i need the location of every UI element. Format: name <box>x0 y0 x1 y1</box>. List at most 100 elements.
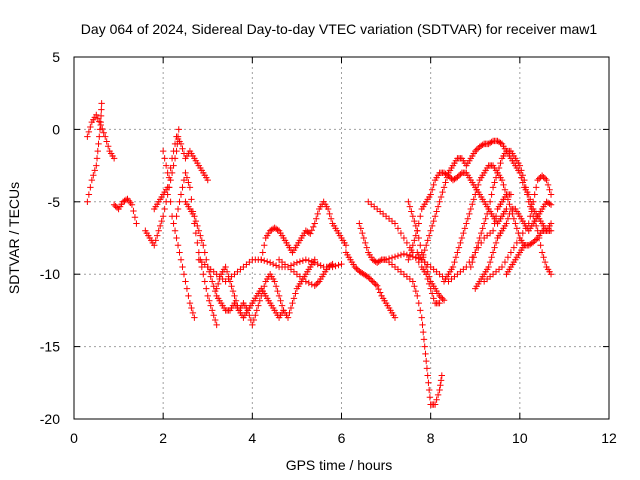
data-point-marker <box>258 292 265 300</box>
data-point-marker <box>424 237 431 244</box>
data-point-marker <box>259 287 266 295</box>
data-point-marker <box>408 246 415 254</box>
data-point-marker <box>370 279 378 287</box>
data-point-marker <box>420 328 427 336</box>
data-point-marker <box>467 263 474 271</box>
data-point-marker <box>175 126 182 133</box>
data-point-marker <box>405 198 412 205</box>
data-point-marker <box>194 222 201 230</box>
data-point-marker <box>204 176 211 184</box>
data-point-marker <box>93 155 101 162</box>
data-point-marker <box>475 181 482 189</box>
data-point-marker <box>430 181 437 189</box>
data-point-marker <box>93 111 100 119</box>
data-point-marker <box>433 208 440 215</box>
data-point-marker <box>501 258 509 266</box>
data-point-marker <box>438 372 446 379</box>
data-point-marker <box>329 260 336 268</box>
data-point-marker <box>200 242 207 249</box>
data-point-marker <box>103 138 110 145</box>
data-point-marker <box>422 350 429 358</box>
data-point-marker <box>466 210 473 218</box>
data-point-marker <box>189 309 197 317</box>
data-point-marker <box>310 223 317 231</box>
data-point-marker <box>311 256 318 263</box>
data-point-marker <box>180 271 188 278</box>
data-point-marker <box>223 268 231 275</box>
plot-frame <box>73 56 610 420</box>
data-point-marker <box>311 220 318 227</box>
data-point-marker <box>95 140 102 148</box>
data-point-marker <box>547 191 555 198</box>
data-point-marker <box>372 281 379 288</box>
data-point-marker <box>489 184 497 191</box>
data-point-marker <box>311 282 318 289</box>
data-point-marker <box>472 147 479 155</box>
data-point-marker <box>85 128 93 136</box>
data-point-marker <box>425 273 433 280</box>
data-point-marker <box>400 234 408 242</box>
data-point-marker <box>261 242 268 249</box>
data-point-marker <box>211 316 219 324</box>
data-point-marker <box>197 232 204 239</box>
data-point-marker <box>290 260 298 268</box>
data-point-marker <box>250 316 258 324</box>
data-point-marker <box>538 249 546 256</box>
data-point-marker <box>97 118 104 126</box>
data-point-marker <box>203 285 210 292</box>
data-point-marker <box>91 167 99 174</box>
data-point-marker <box>198 237 206 244</box>
series-track-18 <box>405 169 510 263</box>
data-point-marker <box>194 239 201 247</box>
data-point-marker <box>525 220 532 227</box>
data-point-marker <box>356 220 363 227</box>
data-point-marker <box>252 312 259 319</box>
data-point-marker <box>173 234 180 242</box>
data-point-marker <box>206 297 213 304</box>
y-tick-labels: -20 -15 -10 -5 0 5 <box>40 49 60 427</box>
data-point-marker <box>461 225 469 232</box>
data-point-marker <box>463 220 470 227</box>
series-track-14 <box>356 191 515 285</box>
data-point-marker <box>423 365 431 372</box>
data-point-marker <box>122 196 130 204</box>
data-point-marker <box>504 215 512 222</box>
data-point-marker <box>335 261 342 269</box>
data-point-marker <box>485 263 492 271</box>
data-point-marker <box>104 143 112 150</box>
data-point-marker <box>455 244 463 251</box>
data-point-marker <box>296 258 304 265</box>
data-point-marker <box>200 271 207 278</box>
data-point-marker <box>415 220 422 227</box>
data-point-marker <box>314 260 321 268</box>
data-point-marker <box>412 287 420 295</box>
data-point-marker <box>541 175 549 182</box>
data-point-marker <box>546 186 553 193</box>
x-tick-label: 12 <box>601 430 617 446</box>
data-point-marker <box>409 213 417 220</box>
data-point-marker <box>547 220 555 227</box>
data-point-marker <box>477 229 485 237</box>
data-point-marker <box>473 146 480 153</box>
data-point-marker <box>94 115 101 122</box>
x-tick-label: 6 <box>338 430 346 446</box>
data-point-marker <box>500 181 507 189</box>
data-point-marker <box>531 237 538 245</box>
data-point-marker <box>98 100 105 107</box>
series-track-17 <box>382 256 446 408</box>
data-point-marker <box>543 176 550 184</box>
data-point-marker <box>177 256 185 263</box>
data-point-marker <box>167 198 174 205</box>
data-point-marker <box>186 299 194 307</box>
data-point-marker <box>510 215 518 222</box>
data-point-marker <box>308 227 315 234</box>
data-point-marker <box>203 256 210 263</box>
data-point-marker <box>302 256 310 263</box>
data-point-marker <box>451 258 458 266</box>
data-point-marker <box>519 172 527 179</box>
data-point-marker <box>313 215 320 222</box>
data-point-marker <box>504 254 512 261</box>
data-point-marker <box>232 297 240 304</box>
series-track-21 <box>467 147 555 278</box>
data-point-marker <box>411 217 418 225</box>
